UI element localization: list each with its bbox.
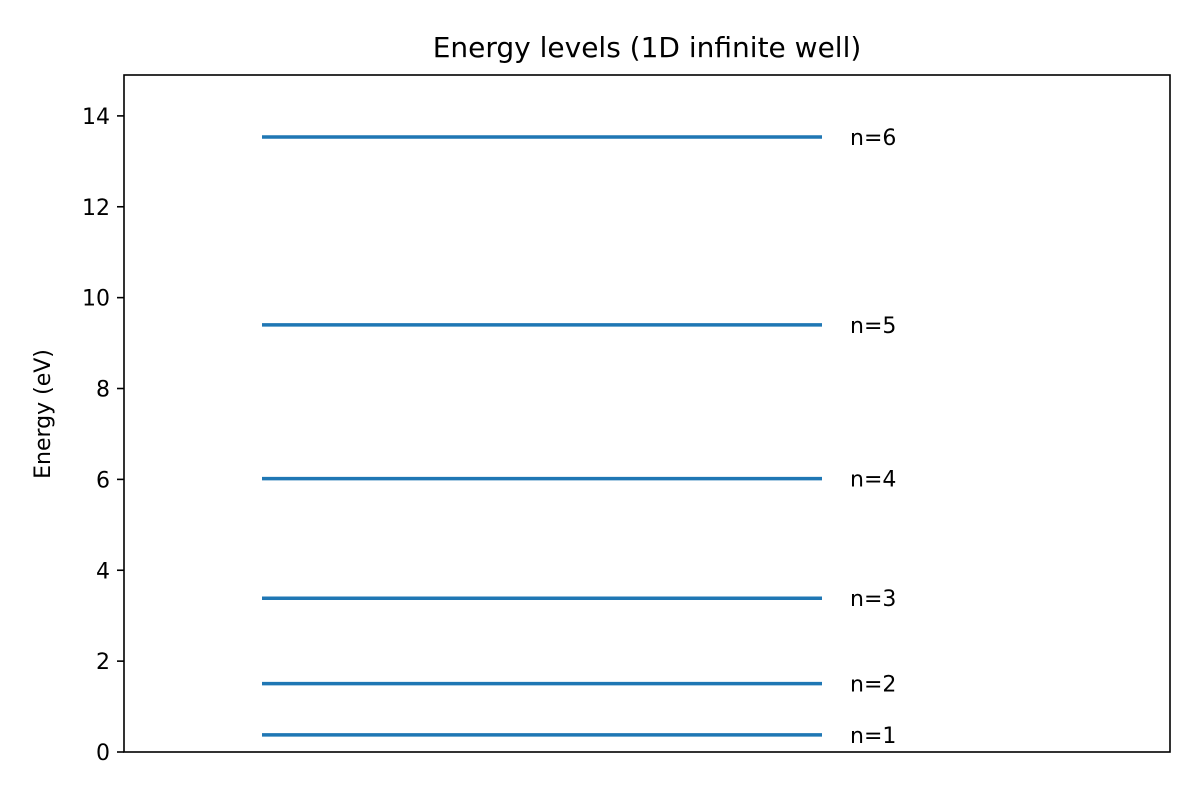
energy-levels: n=1 n=2 n=3 n=4 n=5 n=6 [262, 126, 896, 749]
y-tick-label: 14 [82, 105, 110, 130]
energy-level-label-n6: n=6 [850, 126, 896, 151]
energy-level-label-n4: n=4 [850, 468, 896, 493]
y-tick-label: 6 [96, 468, 110, 493]
y-tick-label: 2 [96, 650, 110, 675]
y-tick-label: 8 [96, 378, 110, 403]
chart-title: Energy levels (1D infinite well) [433, 31, 862, 64]
plot-frame [123, 74, 1171, 753]
energy-level-label-n1: n=1 [850, 724, 896, 749]
energy-level-label-n5: n=5 [850, 314, 896, 339]
y-tick-label: 0 [96, 741, 110, 766]
y-tick-label: 10 [82, 287, 110, 312]
y-axis-ticks: 0 2 4 6 8 10 12 14 [82, 105, 124, 766]
y-tick-label: 4 [96, 559, 110, 584]
energy-level-label-n3: n=3 [850, 587, 896, 612]
y-axis-title: Energy (eV) [31, 349, 56, 479]
y-tick-label: 12 [82, 196, 110, 221]
energy-level-label-n2: n=2 [850, 673, 896, 698]
